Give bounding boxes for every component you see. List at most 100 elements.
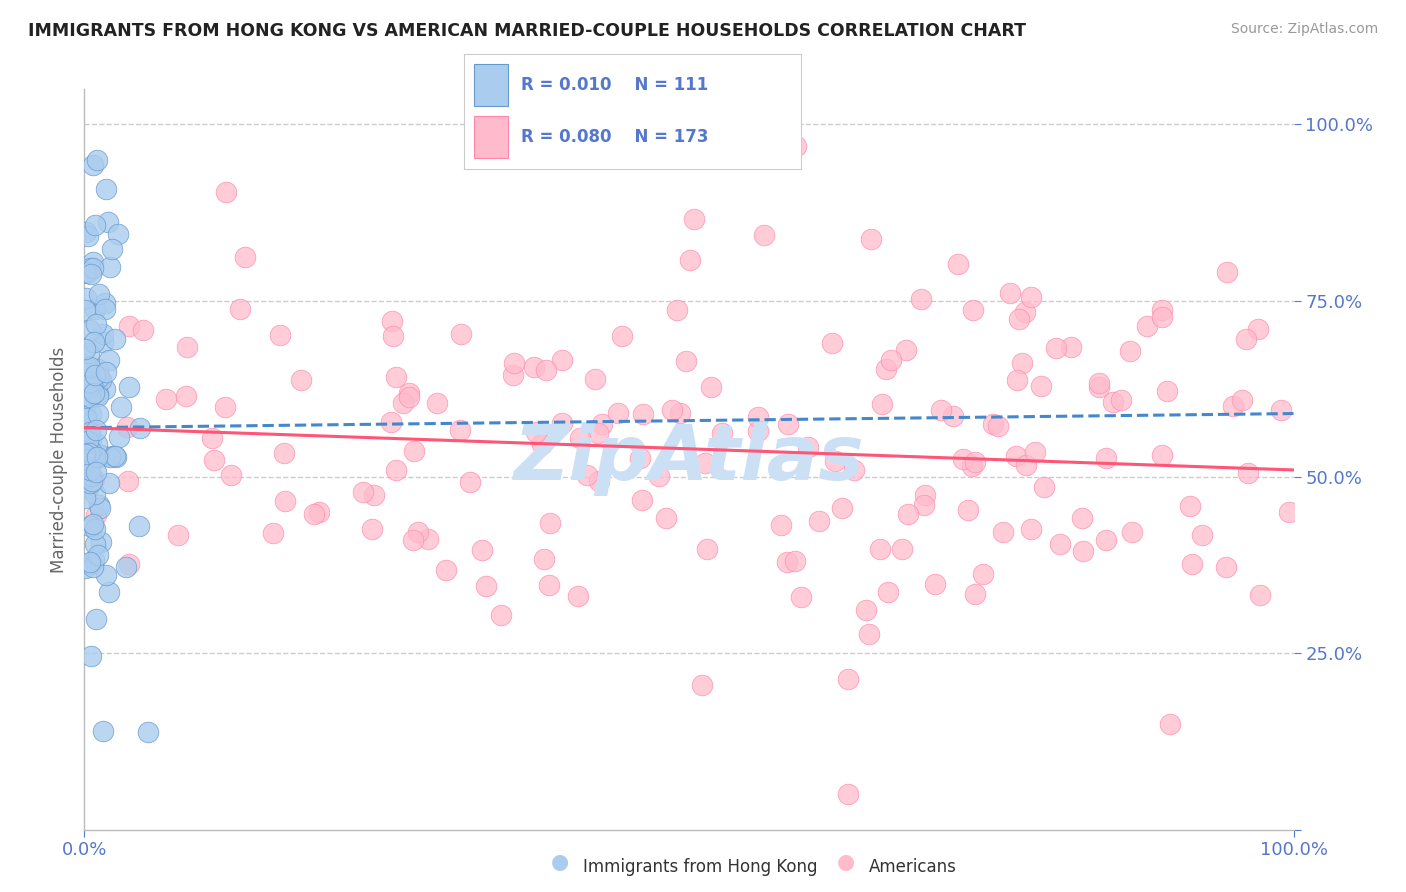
Point [1088,380,1111,394]
Point [101,242,124,256]
Point [1094,451,1116,466]
Point [450,327,472,342]
Point [80,432,103,446]
Point [1005,373,1028,387]
Point [631,407,654,421]
Point [86,447,108,461]
Point [1152,303,1174,318]
Point [76,463,98,477]
Point [380,415,402,429]
Point [91,334,114,349]
Point [273,446,295,460]
Point [104,449,127,463]
Point [84,424,107,438]
Point [97,214,120,228]
Text: R = 0.080    N = 173: R = 0.080 N = 173 [522,128,709,146]
Point [1033,480,1056,494]
Point [860,232,883,246]
Point [214,400,236,414]
Point [855,602,877,616]
Point [101,449,124,463]
Point [84,612,107,626]
Point [858,627,880,641]
Point [80,408,103,422]
Point [84,368,107,382]
Point [1060,340,1083,354]
Point [86,466,108,480]
Point [82,516,104,531]
Point [1191,528,1213,542]
Point [385,463,408,477]
Point [1216,265,1239,279]
Point [769,518,792,533]
Point [166,528,188,542]
Point [1215,560,1237,574]
Point [176,340,198,354]
Point [682,212,704,227]
Point [690,678,713,692]
Point [76,360,98,375]
Point [75,292,97,306]
Point [86,548,108,562]
Point [963,587,986,601]
Point [83,553,105,567]
Point [75,380,97,394]
Point [79,425,101,440]
Point [360,523,382,537]
Point [1019,290,1042,304]
Point [1150,310,1173,325]
Point [894,343,917,357]
Point [711,426,734,441]
Point [588,474,610,488]
Point [837,787,859,801]
Text: Immigrants from Hong Kong: Immigrants from Hong Kong [583,858,818,876]
Point [76,267,98,281]
Point [262,525,284,540]
Point [475,579,498,593]
Point [352,484,374,499]
Point [77,376,100,390]
Point [1222,399,1244,413]
Point [1249,589,1271,603]
Point [1136,319,1159,334]
Point [98,475,121,490]
Point [308,504,330,518]
Point [824,453,846,467]
Point [73,560,96,574]
Point [136,724,159,739]
Point [73,303,96,318]
Point [79,375,101,389]
Point [98,353,121,368]
Text: ●: ● [551,853,568,872]
Point [679,252,702,267]
Point [821,336,844,351]
Point [82,474,104,488]
Point [84,451,107,466]
Point [551,416,574,430]
Point [118,557,141,571]
Text: ●: ● [838,853,855,872]
Point [79,267,101,281]
Point [82,260,104,275]
Point [80,377,103,392]
Point [449,423,471,437]
Point [434,563,457,577]
Point [79,475,101,490]
Point [97,585,120,599]
Point [1230,392,1253,407]
Point [576,467,599,482]
Point [215,186,238,200]
Point [96,365,118,379]
Point [1101,394,1123,409]
Point [83,301,105,316]
Point [778,417,800,431]
Point [131,323,153,337]
Point [1118,343,1140,358]
Point [94,296,117,310]
Point [83,386,105,401]
Point [1111,392,1133,407]
Point [914,488,936,502]
Point [94,302,117,317]
Point [118,380,141,394]
Point [1159,716,1181,731]
